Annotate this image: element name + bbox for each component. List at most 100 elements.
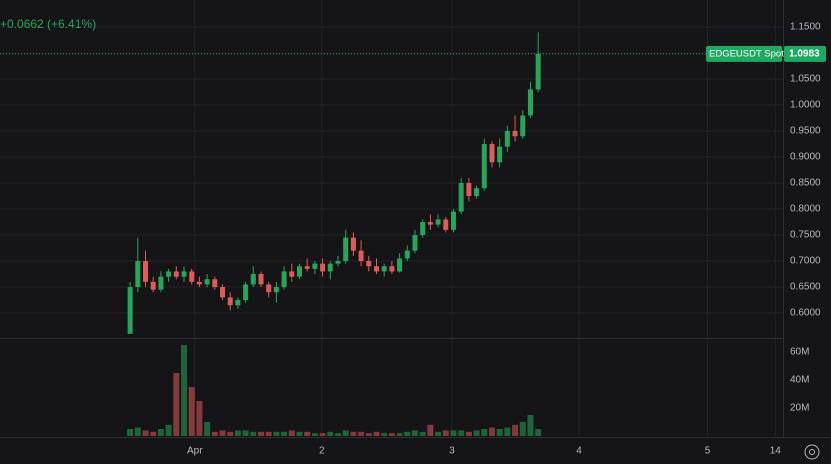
candle-body (466, 183, 472, 197)
y-tick-label: 0.8000 (790, 204, 821, 215)
candle-body (358, 250, 364, 262)
volume-bar (327, 431, 334, 436)
candle-body (366, 261, 372, 267)
volume-bar (227, 431, 234, 436)
volume-bar (404, 431, 411, 436)
candle-body (327, 263, 333, 272)
candle-body (397, 258, 403, 272)
volume-bar (411, 430, 418, 436)
volume-bar (204, 422, 211, 436)
candle-body (173, 271, 179, 277)
volume-bar (304, 431, 311, 436)
volume-bar (265, 431, 272, 436)
candle-body (243, 284, 249, 301)
volume-bar (488, 427, 495, 436)
volume-bar (150, 431, 157, 436)
candle-body (350, 237, 356, 251)
settings-icon[interactable] (804, 444, 820, 460)
volume-bar (512, 424, 519, 436)
candle-body (266, 284, 272, 293)
x-tick-label: 3 (449, 446, 455, 457)
volume-bar (435, 431, 442, 436)
volume-bar (242, 430, 249, 436)
volume-bar (481, 429, 488, 436)
x-tick-label: Apr (187, 446, 203, 457)
last-price-tag (784, 45, 826, 62)
candle-body (489, 144, 495, 163)
volume-tick-label: 60M (790, 347, 809, 358)
volume-bar (458, 430, 465, 436)
volume-bar (373, 431, 380, 436)
x-tick-label: 5 (705, 446, 711, 457)
candle-body (312, 263, 318, 269)
volume-bar (134, 427, 141, 436)
candle-body (474, 188, 480, 197)
settings-button[interactable] (804, 444, 820, 460)
volume-bar (173, 373, 180, 436)
candle-body (335, 261, 341, 264)
volume-bar (234, 430, 241, 436)
candle-body (481, 144, 487, 189)
volume-bar (519, 422, 526, 436)
volume-bar (188, 387, 195, 436)
y-tick-label: 0.7500 (790, 230, 821, 241)
symbol-label: EDGEUSDT Spot (709, 48, 784, 59)
volume-bar (427, 424, 434, 436)
volume-bar (535, 429, 542, 436)
y-tick-label: 1.0000 (790, 100, 821, 111)
candle-body (404, 250, 410, 259)
last-price-label: 1.0983 (789, 49, 820, 60)
volume-bar (350, 431, 357, 436)
volume-bar (142, 430, 149, 436)
change-text: +0.0662 (+6.41%) (0, 17, 96, 31)
y-tick-label: 1.1500 (790, 22, 821, 33)
candle-body (235, 300, 241, 306)
volume-bar (450, 430, 457, 436)
volume-bar (396, 433, 403, 436)
candle-body (458, 183, 464, 212)
grid (0, 0, 783, 437)
volume-bar (527, 415, 534, 436)
candle-body (435, 219, 441, 225)
volume-bar (311, 433, 318, 436)
volume-bar (157, 429, 164, 436)
volume-bar (181, 345, 188, 436)
candle-body (127, 287, 133, 334)
volume-bar (442, 430, 449, 436)
volume-bar (211, 431, 218, 436)
volume-tick-label: 40M (790, 375, 809, 386)
volume-bar (281, 431, 288, 436)
candle-body (273, 287, 279, 293)
y-tick-label: 0.8500 (790, 178, 821, 189)
candle-body (181, 271, 187, 277)
candle-body (389, 266, 395, 272)
candle-body (135, 261, 141, 288)
candle-body (189, 271, 195, 282)
volume-bar (419, 431, 426, 436)
volume-bar (496, 429, 503, 436)
volume-bar (196, 401, 203, 436)
volume-bar (504, 427, 511, 436)
candle-body (150, 281, 156, 290)
candle-body (320, 263, 326, 272)
candle-body (143, 261, 149, 282)
marks (0, 32, 783, 436)
labels: 0.6000 0.6500 0.7000 0.7500 0.8000 0.8500 0.90… (187, 22, 826, 457)
candle-body (412, 235, 418, 251)
volume-bar (381, 433, 388, 436)
volume-bar (165, 424, 172, 436)
candle-body (427, 222, 433, 225)
candle-body (443, 219, 449, 230)
candle-body (296, 266, 302, 277)
y-tick-label: 0.6000 (790, 308, 821, 319)
volume-bar (334, 433, 341, 436)
x-tick-label: 4 (576, 446, 582, 457)
volume-bar (358, 431, 365, 436)
candle-body (212, 279, 218, 288)
settings-icon-center (809, 449, 815, 455)
candle-body (343, 237, 349, 262)
y-tick-label: 0.6500 (790, 282, 821, 293)
y-tick-label: 0.9000 (790, 152, 821, 163)
